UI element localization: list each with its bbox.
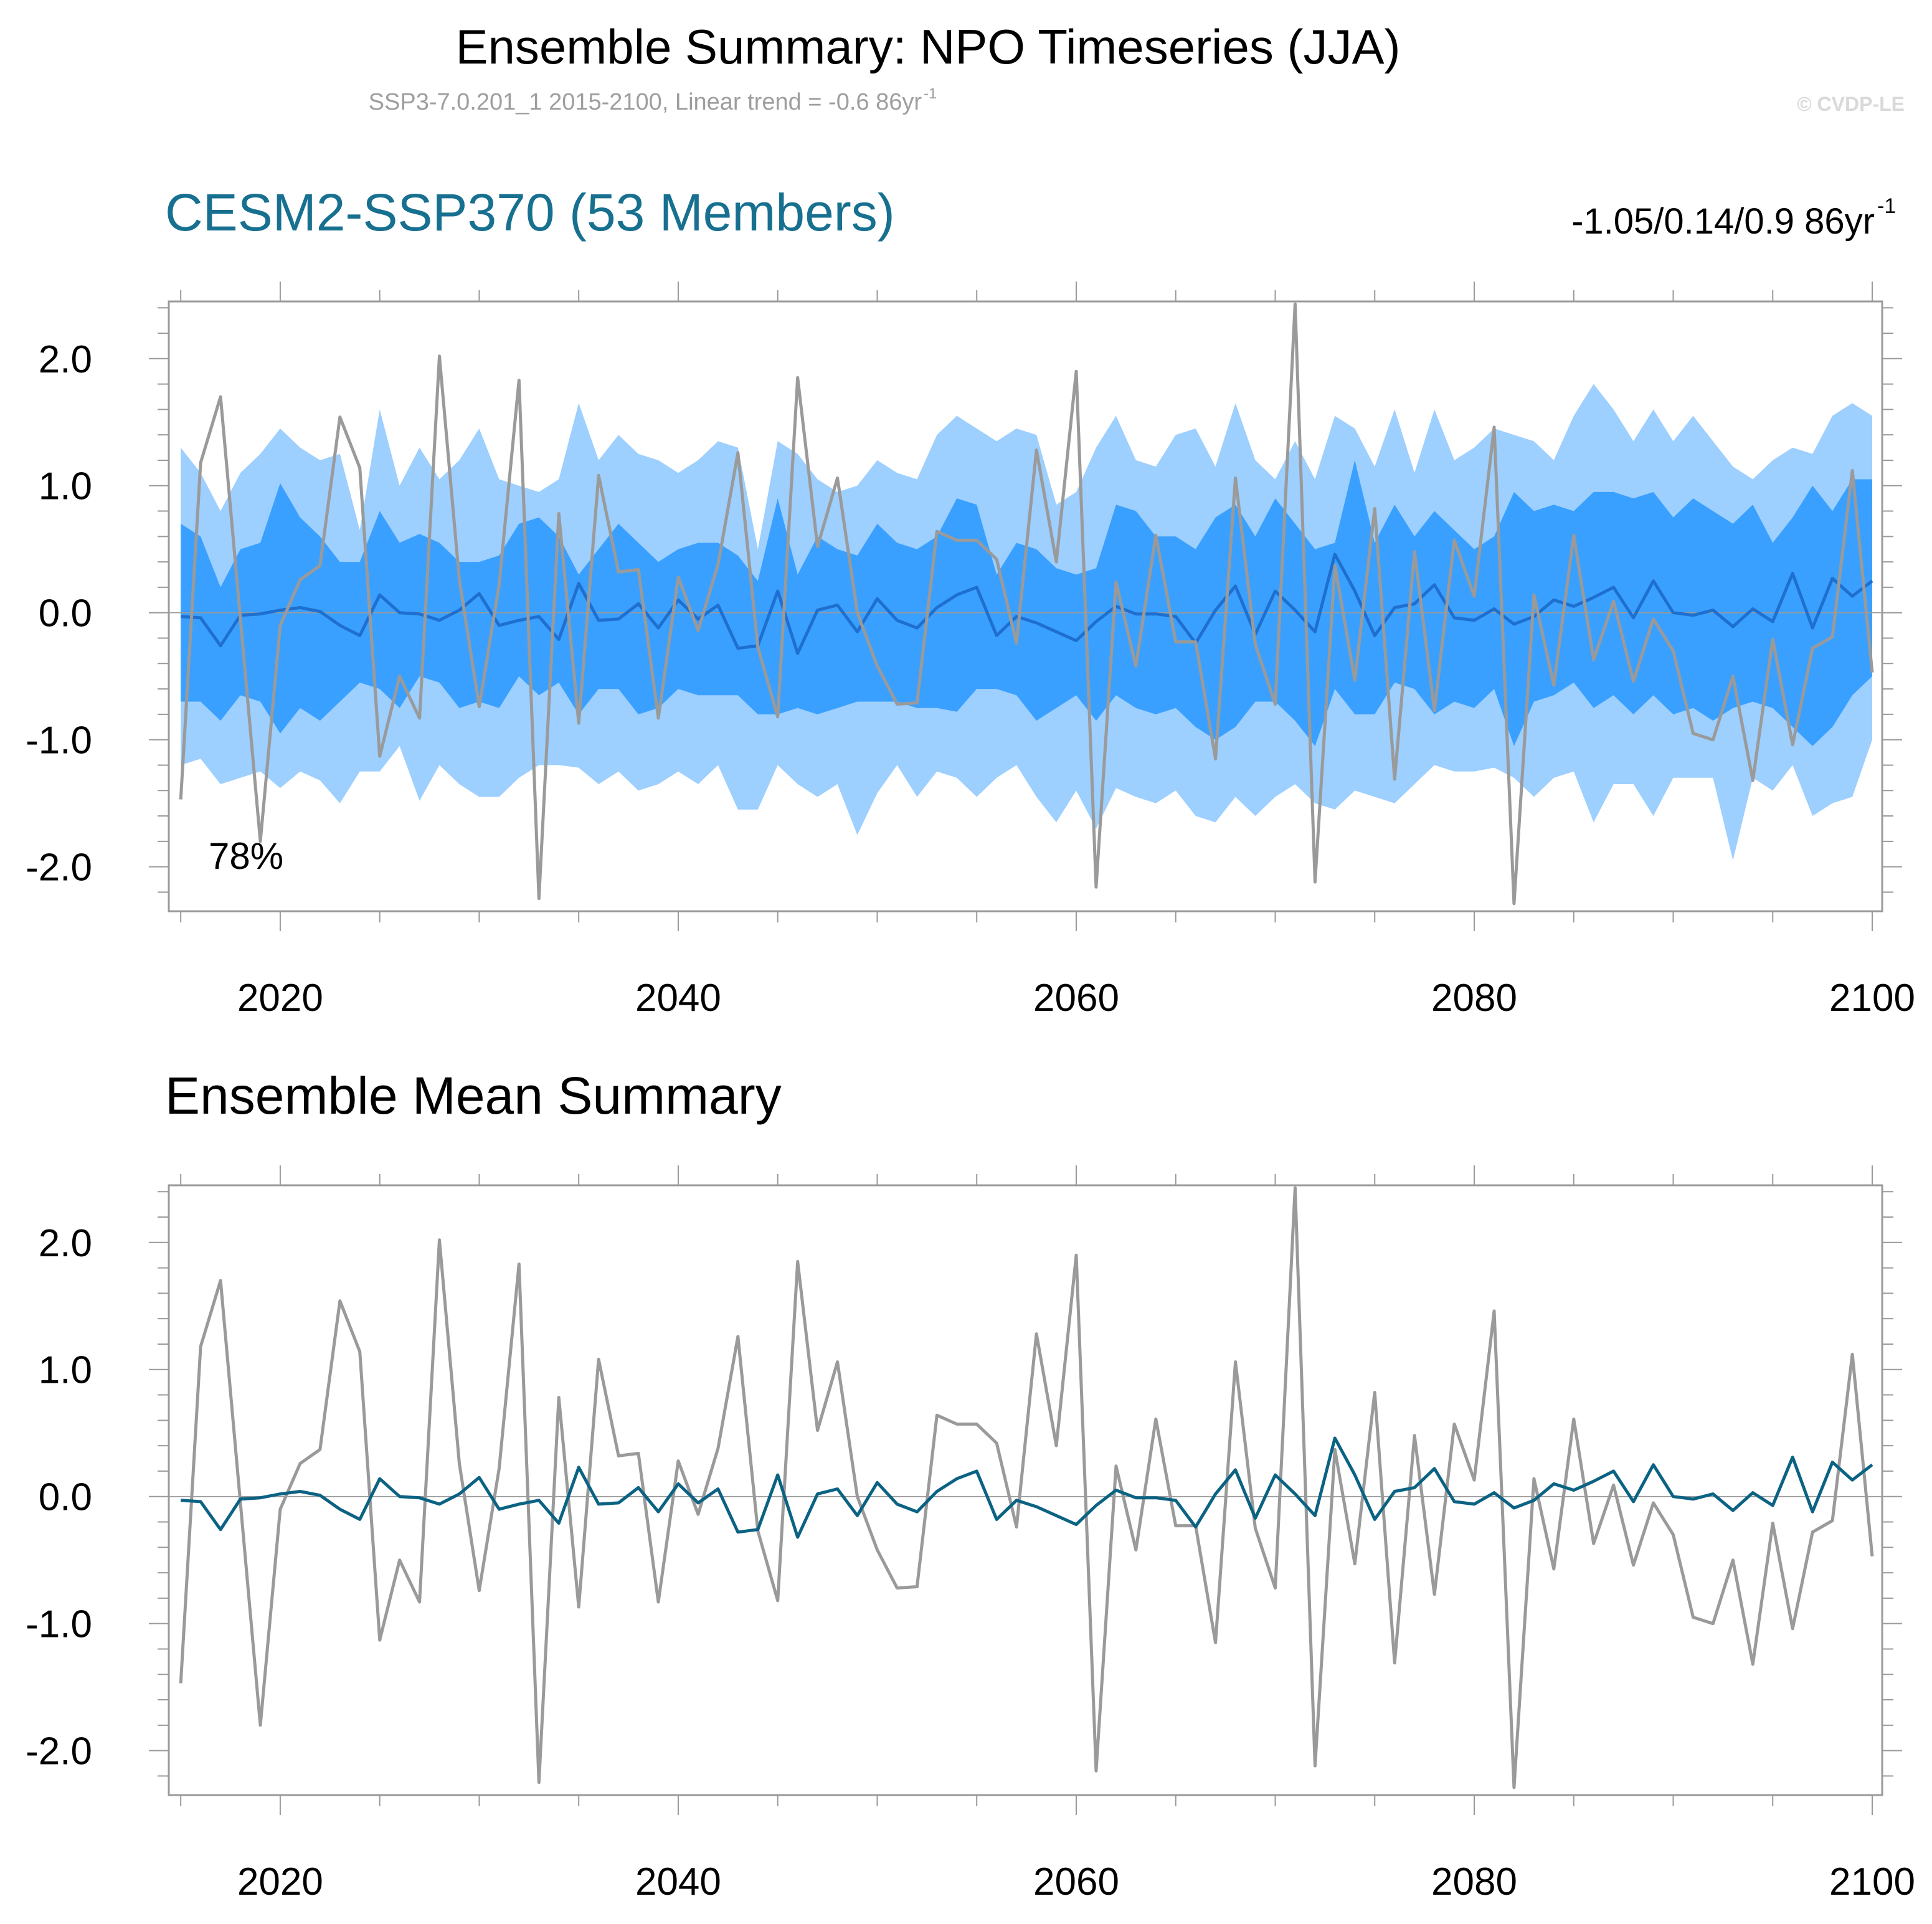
bottom-panel-plot: 2020 2040 2060 2080 2100 2.0 1.0 0.0 -1.0 -2.0	[26, 1165, 1915, 1903]
top-panel-trend-stats: -1.05/0.14/0.9 86yr	[1571, 201, 1875, 242]
bottom-panel-title: Ensemble Mean Summary	[165, 1066, 782, 1125]
top-panel-ticks: 2020 2040 2060 2080 2100 2.0 1.0 0.0 -1.0 -2.0	[26, 282, 1915, 1020]
x-tick-label-2040: 2040	[635, 1860, 721, 1903]
top-panel-series	[179, 302, 1874, 906]
figure-title: Ensemble Summary: NPO Timeseries (JJA)	[455, 19, 1400, 74]
figure-subtitle: SSP3-7.0.201_1 2015-2100, Linear trend =…	[369, 89, 922, 115]
x-tick-label-2100: 2100	[1829, 1860, 1915, 1903]
top-panel-frame	[168, 300, 1883, 912]
top-panel-plot: 2020 2040 2060 2080 2100 2.0 1.0 0.0 -1.0 -2.0 78…	[26, 282, 1915, 1020]
copyright-label: © CVDP-LE	[1797, 93, 1905, 115]
y-tick-label: 2.0	[39, 1222, 92, 1265]
x-tick-label-2060: 2060	[1033, 1860, 1119, 1903]
y-tick-label: -1.0	[26, 1603, 92, 1646]
y-tick-label: -1.0	[26, 719, 92, 762]
x-tick-label-2020: 2020	[237, 1860, 323, 1903]
x-tick-label-2040: 2040	[635, 977, 721, 1020]
observed-line	[179, 302, 1874, 906]
bottom-panel-series	[179, 1186, 1874, 1789]
figure-subtitle-superscript: -1	[924, 85, 937, 102]
top-panel-percent-label: 78%	[209, 835, 283, 877]
y-tick-label: 1.0	[39, 1349, 92, 1392]
bottom-panel-ticks: 2020 2040 2060 2080 2100 2.0 1.0 0.0 -1.0 -2.0	[26, 1165, 1915, 1903]
y-tick-label: 1.0	[39, 465, 92, 508]
top-panel-title: CESM2-SSP370 (53 Members)	[165, 183, 895, 242]
x-tick-label-2080: 2080	[1431, 977, 1517, 1020]
band-16-84-percentile	[181, 460, 1873, 746]
y-tick-label: 0.0	[39, 592, 92, 635]
top-panel-trend-superscript: -1	[1877, 194, 1896, 218]
x-tick-label-2100: 2100	[1829, 977, 1915, 1020]
y-tick-label: 0.0	[39, 1476, 92, 1519]
bottom-panel-frame	[168, 1184, 1883, 1796]
y-tick-label: 2.0	[39, 338, 92, 381]
ensemble-mean-line	[181, 1436, 1873, 1539]
x-tick-label-2020: 2020	[237, 977, 323, 1020]
x-tick-label-2060: 2060	[1033, 977, 1119, 1020]
y-tick-label: -2.0	[26, 1730, 92, 1773]
observed-line	[179, 1186, 1874, 1789]
x-tick-label-2080: 2080	[1431, 1860, 1517, 1903]
y-tick-label: -2.0	[26, 846, 92, 889]
